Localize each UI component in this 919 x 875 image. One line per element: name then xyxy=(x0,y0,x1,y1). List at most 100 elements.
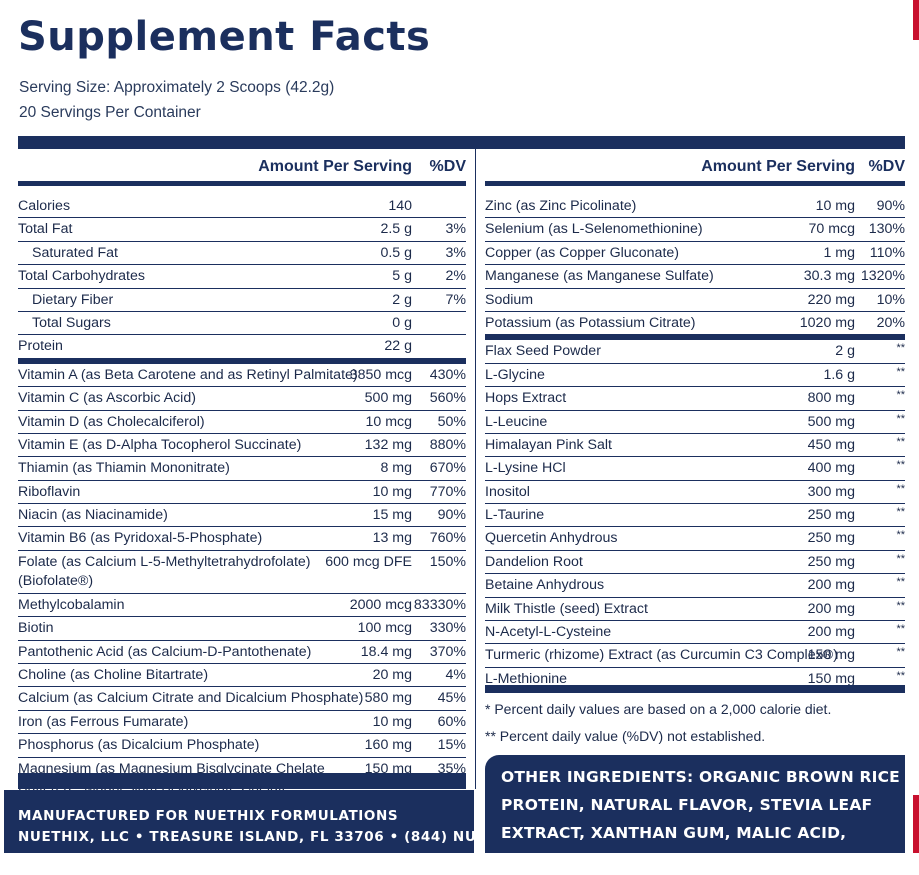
nutrient-row: Himalayan Pink Salt 450 mg ** xyxy=(485,434,905,458)
nutrient-dv: 670% xyxy=(429,460,466,477)
nutrient-name: Inositol xyxy=(485,483,530,500)
nutrient-row: Riboflavin 10 mg 770% xyxy=(18,481,466,505)
nutrient-dv: 20% xyxy=(876,314,905,331)
nutrient-name: Himalayan Pink Salt xyxy=(485,436,612,453)
nutrient-amount: 2 g xyxy=(392,291,412,308)
nutrient-amount: 250 mg xyxy=(807,553,855,570)
dv-footnote: * Percent daily values are based on a 2,… xyxy=(485,701,832,717)
nutrient-row: Sodium 220 mg 10% xyxy=(485,289,905,312)
nutrient-amount: 220 mg xyxy=(807,291,855,308)
amount-header: Amount Per Serving xyxy=(258,158,412,175)
nutrient-amount: 13 mg xyxy=(372,530,412,547)
nutrient-amount: 20 mg xyxy=(372,667,412,684)
nutrient-dv: 330% xyxy=(429,620,466,637)
nutrient-amount: 150 mg xyxy=(807,647,855,664)
nutrient-row: Vitamin B6 (as Pyridoxal-5-Phosphate) 13 … xyxy=(18,527,466,551)
not-established-footnote: ** Percent daily value (%DV) not establi… xyxy=(485,728,766,744)
nutrient-dv: ** xyxy=(896,412,905,425)
nutrient-row: N-Acetyl-L-Cysteine 200 mg ** xyxy=(485,621,905,645)
left-nutrient-column: Amount Per Serving %DV Calories 140 Total … xyxy=(18,149,466,815)
nutrient-name: Vitamin D (as Cholecalciferol) xyxy=(18,413,205,430)
nutrient-dv: ** xyxy=(896,552,905,565)
nutrient-row: Calcium (as Calcium Citrate and Dicalciu… xyxy=(18,687,466,711)
nutrient-name: Dietary Fiber xyxy=(32,291,114,308)
nutrient-amount: 70 mcg xyxy=(808,221,855,238)
nutrient-row: L-Glycine 1.6 g ** xyxy=(485,364,905,388)
nutrient-dv: 45% xyxy=(437,690,466,707)
left-footer-bar xyxy=(18,773,466,789)
manufacturer-line-1: MANUFACTURED FOR NUETHIX FORMULATIONS xyxy=(18,808,399,824)
nutrient-amount: 600 mcg DFE xyxy=(325,553,412,570)
nutrient-amount: 0 g xyxy=(392,314,412,331)
nutrient-dv: 1320% xyxy=(860,268,905,285)
left-column-header: Amount Per Serving %DV xyxy=(18,149,466,186)
nutrient-amount: 22 g xyxy=(384,338,412,355)
panel-title: Supplement Facts xyxy=(18,14,431,60)
servings-per-container: 20 Servings Per Container xyxy=(19,104,201,121)
nutrient-name: Niacin (as Niacinamide) xyxy=(18,507,168,524)
nutrient-dv: 50% xyxy=(437,413,466,430)
nutrient-amount: 800 mg xyxy=(807,390,855,407)
nutrient-row: L-Lysine HCl 400 mg ** xyxy=(485,457,905,481)
nutrient-row: Dandelion Root 250 mg ** xyxy=(485,551,905,575)
nutrient-row: Vitamin C (as Ascorbic Acid) 500 mg 560% xyxy=(18,387,466,411)
nutrient-dv: 760% xyxy=(429,530,466,547)
nutrient-dv: 15% xyxy=(437,737,466,754)
red-edge-accent-bottom xyxy=(913,795,919,853)
nutrient-name: Dandelion Root xyxy=(485,553,583,570)
nutrient-name: Sodium xyxy=(485,291,534,308)
nutrient-row: Vitamin A (as Beta Carotene and as Retin… xyxy=(18,364,466,388)
manufacturer-line-2: NUETHIX, LLC • TREASURE ISLAND, FL 33706… xyxy=(18,829,529,845)
nutrient-name: Selenium (as L-Selenomethionine) xyxy=(485,221,703,238)
nutrient-name: Turmeric (rhizome) Extract (as Curcumin … xyxy=(485,647,838,664)
right-footer-bar xyxy=(485,685,905,693)
nutrient-row: Thiamin (as Thiamin Mononitrate) 8 mg 670% xyxy=(18,457,466,481)
nutrient-name: Milk Thistle (seed) Extract xyxy=(485,600,648,617)
nutrient-amount: 160 mg xyxy=(364,737,412,754)
nutrient-name: Biotin xyxy=(18,620,54,637)
amount-header: Amount Per Serving xyxy=(701,158,855,175)
nutrient-amount: 500 mg xyxy=(364,390,412,407)
red-edge-accent xyxy=(913,0,919,40)
nutrient-row: Selenium (as L-Selenomethionine) 70 mcg 13… xyxy=(485,218,905,242)
nutrient-row: Copper (as Copper Gluconate) 1 mg 110% xyxy=(485,242,905,266)
column-divider xyxy=(475,149,476,789)
other-ingredients-box xyxy=(485,755,905,853)
nutrient-dv: 430% xyxy=(429,366,466,383)
nutrient-name: Total Sugars xyxy=(32,314,111,331)
nutrient-row: Choline (as Choline Bitartrate) 20 mg 4% xyxy=(18,664,466,688)
nutrient-name: L-Leucine xyxy=(485,413,548,430)
nutrient-dv: 880% xyxy=(429,436,466,453)
nutrient-row: Niacin (as Niacinamide) 15 mg 90% xyxy=(18,504,466,528)
nutrient-dv: 3% xyxy=(445,244,466,261)
right-column-header: Amount Per Serving %DV xyxy=(485,149,905,186)
nutrient-amount: 100 mcg xyxy=(357,620,412,637)
nutrient-name: Total Fat xyxy=(18,221,73,238)
nutrient-row: Phosphorus (as Dicalcium Phosphate) 160 m… xyxy=(18,734,466,758)
nutrient-row: Total Carbohydrates 5 g 2% xyxy=(18,265,466,289)
nutrient-name: Folate (as Calcium L-5-Methyltetrahydrof… xyxy=(18,553,311,589)
nutrient-amount: 300 mg xyxy=(807,483,855,500)
nutrient-name: Vitamin E (as D-Alpha Tocopherol Succina… xyxy=(18,436,302,453)
manufacturer-band xyxy=(4,790,474,853)
nutrient-name: Thiamin (as Thiamin Mononitrate) xyxy=(18,460,230,477)
dv-header: %DV xyxy=(868,158,905,175)
nutrient-row: Iron (as Ferrous Fumarate) 10 mg 60% xyxy=(18,711,466,735)
nutrient-row: Biotin 100 mcg 330% xyxy=(18,617,466,641)
nutrient-dv: ** xyxy=(896,599,905,612)
nutrient-row: Folate (as Calcium L-5-Methyltetrahydrof… xyxy=(18,551,466,594)
nutrient-amount: 500 mg xyxy=(807,413,855,430)
nutrient-name: Saturated Fat xyxy=(32,244,118,261)
nutrient-name: Zinc (as Zinc Picolinate) xyxy=(485,198,637,214)
nutrient-name: Pantothenic Acid (as Calcium-D-Pantothen… xyxy=(18,643,312,660)
nutrient-dv: 2% xyxy=(445,268,466,285)
nutrient-name: Copper (as Copper Gluconate) xyxy=(485,244,679,261)
nutrient-dv: 35% xyxy=(437,760,466,777)
nutrient-amount: 10 mg xyxy=(815,198,855,214)
nutrient-dv: ** xyxy=(896,623,905,636)
nutrient-amount: 1020 mg xyxy=(799,314,855,331)
nutrient-amount: 10 mcg xyxy=(365,413,412,430)
nutrient-name: Manganese (as Manganese Sulfate) xyxy=(485,268,714,285)
nutrient-amount: 200 mg xyxy=(807,600,855,617)
nutrient-name: Protein xyxy=(18,338,63,355)
